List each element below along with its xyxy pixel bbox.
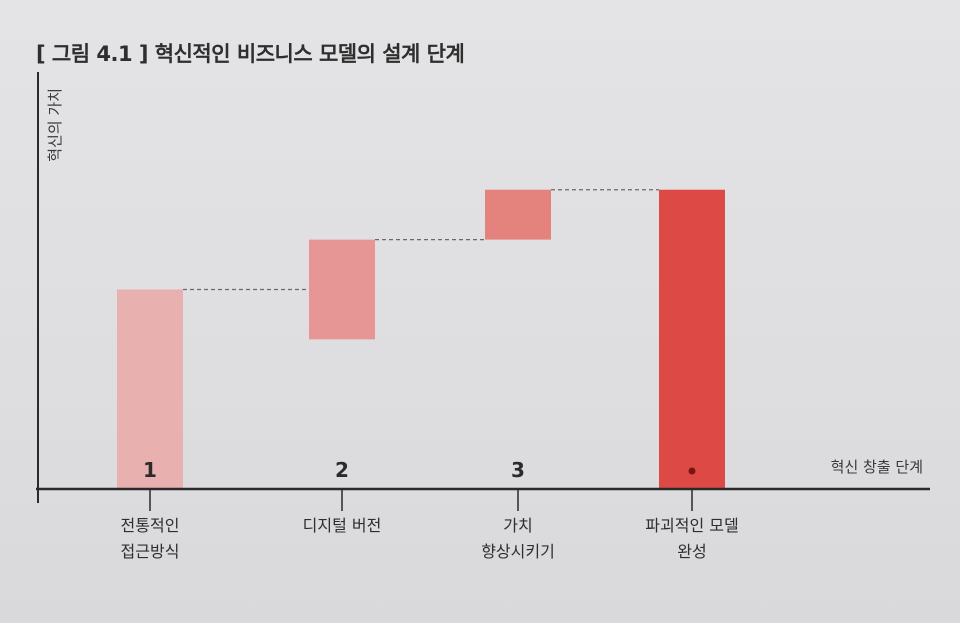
step-number-1: 1 bbox=[143, 458, 157, 482]
bar-1 bbox=[117, 289, 183, 489]
step-number-3: 3 bbox=[511, 458, 525, 482]
bar-3 bbox=[485, 189, 551, 240]
category-label-1-line-2: 접근방식 bbox=[121, 542, 180, 561]
y-axis-label: 혁신의 가치 bbox=[46, 88, 64, 162]
bar-4 bbox=[659, 189, 725, 490]
category-label-3-line-2: 향상시키기 bbox=[481, 542, 555, 561]
category-label-2-line-1: 디지털 버전 bbox=[303, 516, 382, 535]
category-label-4-line-2: 완성 bbox=[677, 542, 706, 561]
category-label-4-line-1: 파괴적인 모델 bbox=[645, 516, 738, 535]
category-label-3-line-1: 가치 bbox=[503, 516, 532, 535]
x-axis-label: 혁신 창출 단계 bbox=[831, 458, 923, 476]
step-number-2: 2 bbox=[335, 458, 349, 482]
final-marker-dot bbox=[688, 467, 696, 475]
category-label-1-line-1: 전통적인 bbox=[121, 516, 180, 535]
chart-title: [ 그림 4.1 ] 혁신적인 비즈니스 모델의 설계 단계 bbox=[36, 42, 465, 66]
bar-2 bbox=[309, 239, 375, 340]
